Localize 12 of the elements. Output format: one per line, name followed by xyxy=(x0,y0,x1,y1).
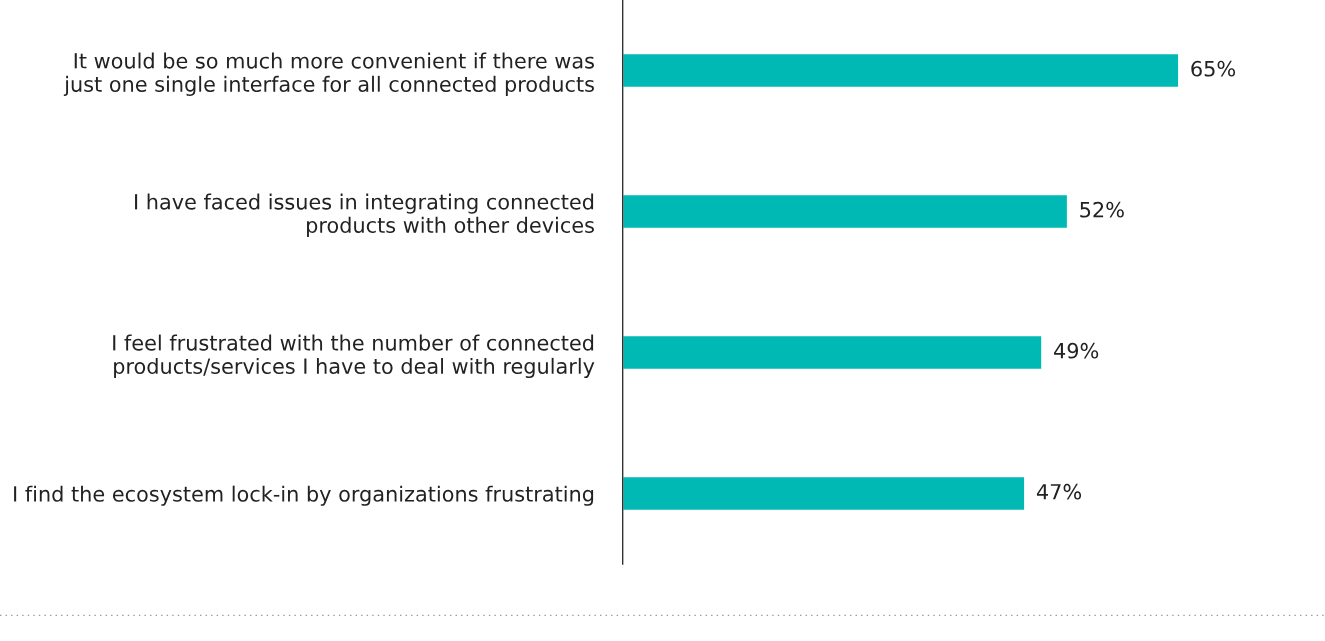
y-tick-label: I find the ecosystem lock-in by organizations frustrating xyxy=(14,485,594,506)
y-tick-label: It would be so much more convenient if there was just one single interface for all connected products xyxy=(63,52,594,97)
data-label: 49% xyxy=(1054,342,1099,359)
y-tick-label: I have faced issues in integrating connected products with other devices xyxy=(135,193,594,238)
y-tick-label: I feel frustrated with the number of connected products/services I have to deal with regularly xyxy=(113,334,595,379)
data-label: 65% xyxy=(1191,60,1236,77)
data-label: 52% xyxy=(1080,201,1124,218)
bar xyxy=(622,334,1043,371)
bar xyxy=(622,475,1026,512)
data-label: 47% xyxy=(1036,483,1082,500)
bar xyxy=(622,193,1069,230)
bar xyxy=(622,52,1180,89)
